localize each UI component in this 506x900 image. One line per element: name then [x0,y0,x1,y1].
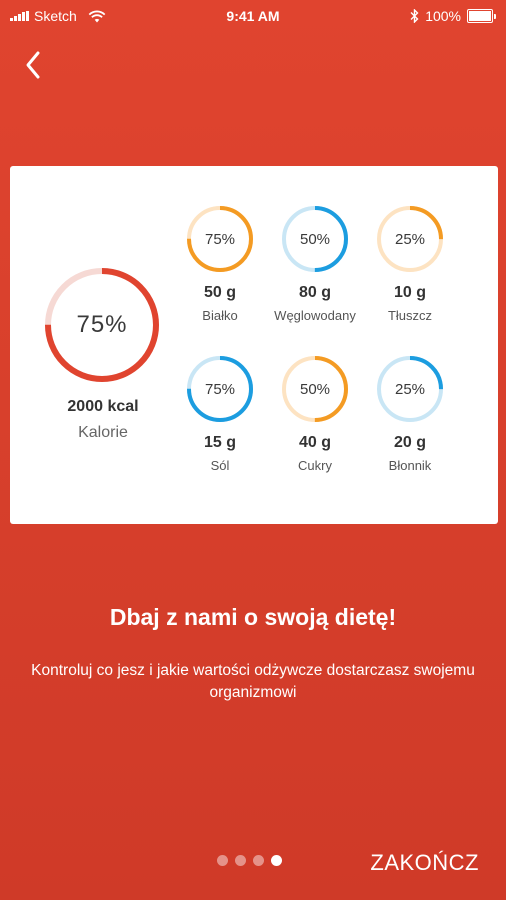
nutrient-ring: 25% [377,356,443,422]
signal-icon [10,11,29,21]
nutrient-ring: 25% [377,206,443,272]
carrier-label: Sketch [34,8,77,24]
nutrient-value: 10 g [393,284,426,301]
calorie-value: 2000 kcal [67,398,139,415]
page-dot[interactable] [235,855,246,866]
nutrient-fiber: 25% 20 g Błonnik [355,356,465,473]
ring-percent: 75% [204,380,236,398]
nutrient-protein: 75% 50 g Białko [165,206,275,323]
ring-percent: 50% [299,230,331,248]
calorie-label: Kalorie [78,424,128,441]
ring-progress-arc [282,206,348,272]
nutrient-ring: 75% [187,356,253,422]
nutrient-label: Węglowodany [274,308,356,323]
progress-ring-graphic [377,206,443,272]
battery-icon [467,9,496,23]
status-time: 9:41 AM [226,8,280,24]
nutrition-card: 75% 2000 kcal Kalorie 75% 50 g Białko 50… [10,166,498,524]
nutrient-value: 20 g [393,434,426,451]
progress-ring-graphic [377,356,443,422]
wifi-icon [88,10,106,22]
page-dot[interactable] [253,855,264,866]
nutrient-carbs: 50% 80 g Węglowodany [260,206,370,323]
back-button[interactable] [22,48,46,82]
page-dot[interactable] [271,855,282,866]
nutrient-ring: 50% [282,206,348,272]
finish-button[interactable]: ZAKOŃCZ [370,850,479,875]
progress-ring-graphic [45,268,159,382]
progress-ring-graphic [282,356,348,422]
nutrient-ring: 50% [282,356,348,422]
nutrient-value: 50 g [203,284,236,301]
nutrient-fat: 25% 10 g Tłuszcz [355,206,465,323]
progress-ring-graphic [282,206,348,272]
onboarding-headline: Dbaj z nami o swoją dietę! [109,604,397,630]
status-bar: Sketch 9:41 AM 100% [0,0,506,34]
ring-percent: 25% [394,230,426,248]
chevron-left-icon [26,51,40,79]
status-right: 100% [410,8,496,24]
nutrient-salt: 75% 15 g Sól [165,356,275,473]
ring-percent: 75% [204,230,236,248]
nutrient-ring: 75% [187,206,253,272]
nutrient-value: 15 g [203,434,236,451]
ring-progress-arc [282,356,348,422]
nutrient-label: Tłuszcz [387,308,433,323]
ring-progress-arc [45,268,159,382]
battery-percent: 100% [425,8,461,24]
ring-progress-arc [377,206,443,272]
nutrient-sugar: 50% 40 g Cukry [260,356,370,473]
bluetooth-icon [410,9,419,23]
progress-ring-graphic [187,206,253,272]
nutrient-value: 80 g [298,284,331,301]
nutrient-value: 40 g [298,434,331,451]
status-left: Sketch [10,8,106,24]
page-indicator [217,855,282,866]
nutrient-label: Białko [202,308,238,323]
ring-progress-arc [187,356,253,422]
nutrient-label: Sól [210,458,230,473]
ring-percent: 25% [394,380,426,398]
ring-progress-arc [377,356,443,422]
progress-ring-graphic [187,356,253,422]
ring-progress-arc [187,206,253,272]
nutrient-label: Błonnik [388,458,432,473]
page-dot[interactable] [217,855,228,866]
calorie-ring: 75% [45,268,159,382]
ring-percent: 75% [76,311,128,338]
nutrient-label: Cukry [298,458,332,473]
onboarding-description: Kontroluj co jesz i jakie wartości odżyw… [31,662,475,701]
ring-percent: 50% [299,380,331,398]
